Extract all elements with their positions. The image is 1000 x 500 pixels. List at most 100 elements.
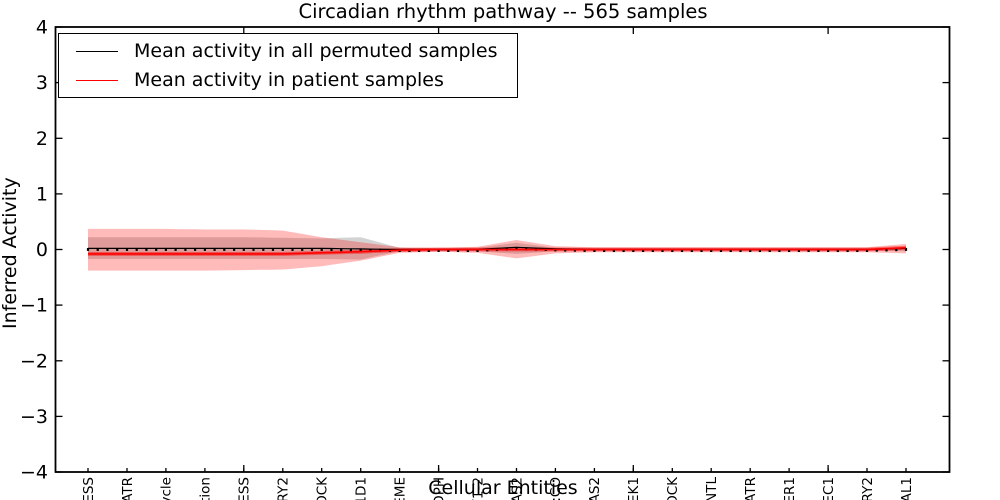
data-point-dash: [700, 249, 703, 252]
data-point-dash: [96, 248, 99, 251]
data-point-dash: [758, 249, 761, 252]
data-point-dash: [856, 249, 859, 252]
data-point-dash: [749, 249, 752, 252]
axis-ticks: [55, 26, 950, 473]
data-point-dash: [817, 249, 820, 252]
legend-label-patient: Mean activity in patient samples: [134, 69, 444, 91]
data-point-dash: [836, 249, 839, 252]
data-point-dash: [135, 248, 138, 251]
x-category-label: BMAL/CLOCK/NPAS2: [509, 477, 525, 500]
legend-entry-permuted: Mean activity in all permuted samples: [59, 37, 517, 65]
x-category-label: mol:HEME: [392, 477, 408, 500]
legend-entry-patient: Mean activity in patient samples: [59, 66, 517, 94]
y-tick-label: 4: [36, 17, 48, 39]
data-point-dash: [301, 248, 304, 251]
x-category-label: TIMELESS/CHEK1/ATR: [120, 477, 136, 500]
x-category-label: DEC1/BMAL1: [899, 477, 915, 500]
marker-dashes: [86, 246, 908, 252]
x-category-label: mol:CO: [548, 477, 564, 500]
y-tick-label: −1: [20, 295, 48, 317]
data-point-dash: [447, 249, 450, 252]
data-point-dash: [437, 249, 440, 252]
data-point-dash: [603, 249, 606, 252]
data-point-dash: [320, 248, 323, 251]
y-tick-labels: 4 3 2 1 0 −1 −2 −3 −4: [20, 17, 48, 484]
data-point-dash: [846, 249, 849, 252]
data-point-dash: [865, 249, 869, 252]
data-point-dash: [125, 248, 129, 251]
x-category-label: PER1-2 / CRY1-2: [470, 477, 486, 500]
legend-box: Mean activity in all permuted samples Me…: [58, 33, 518, 98]
y-tick-label: 0: [36, 239, 48, 261]
data-point-dash: [456, 249, 460, 252]
y-tick-label: −3: [20, 406, 48, 428]
x-category-label: mol:NADPH: [431, 477, 447, 500]
x-category-label: chromatin modification: [198, 477, 214, 500]
data-point-dash: [359, 248, 362, 252]
data-point-dash: [739, 249, 742, 252]
chart-title: Circadian rhythm pathway -- 565 samples: [298, 0, 708, 23]
data-point-dash: [155, 248, 158, 251]
x-category-label: CLOCK: [665, 476, 681, 500]
data-point-dash: [690, 249, 693, 252]
permuted-line-swatch: [76, 50, 118, 52]
data-point-dash: [271, 248, 275, 251]
x-category-label: DEC1: [821, 477, 837, 500]
data-point-dash: [895, 248, 898, 252]
data-point-dash: [680, 249, 684, 252]
x-category-label: NPAS2: [587, 477, 603, 500]
data-point-dash: [807, 249, 810, 252]
data-point-dash: [651, 249, 654, 252]
data-point-dash: [291, 248, 294, 251]
data-point-dash: [661, 249, 664, 252]
data-point-dash: [213, 248, 216, 251]
data-point-dash: [466, 249, 469, 252]
data-point-dash: [427, 249, 430, 252]
data-point-dash: [719, 249, 723, 252]
data-point-dash: [262, 248, 265, 251]
data-point-dash: [369, 248, 372, 252]
x-category-label: CRY2: [860, 477, 876, 500]
data-point-dash: [583, 249, 586, 252]
data-point-dash: [145, 248, 148, 251]
x-category-label: CHEK1: [626, 477, 642, 500]
x-category-label: NR1D1: [354, 477, 370, 500]
data-point-dash: [797, 249, 800, 252]
data-point-dash: [612, 249, 615, 252]
x-category-label: BMAL1/CLOCK: [315, 476, 331, 500]
data-point-dash: [729, 249, 732, 252]
data-point-dash: [778, 249, 781, 252]
x-category-labels: TIMELESS TIMELESS/CHEK1/ATR S phase of mit…: [81, 476, 915, 500]
y-tick-label: 3: [36, 72, 48, 94]
legend-label-permuted: Mean activity in all permuted samples: [134, 40, 498, 62]
x-category-label: TIMELESS: [81, 477, 97, 500]
data-point-dash: [194, 248, 197, 251]
data-point-dash: [203, 248, 206, 251]
x-category-label: PER1: [782, 477, 798, 500]
data-point-dash: [875, 248, 878, 252]
data-point-dash: [593, 249, 596, 252]
data-point-dash: [710, 249, 713, 252]
x-category-label: TIMELESS/CRY2: [276, 477, 292, 500]
data-point-dash: [349, 248, 352, 252]
data-point-dash: [281, 248, 284, 251]
patient-line-swatch: [76, 79, 118, 81]
data-point-dash: [632, 249, 635, 252]
data-point-dash: [642, 249, 645, 252]
data-point-dash: [242, 248, 245, 251]
x-category-label: ARNTL: [704, 477, 720, 500]
y-tick-label: −2: [20, 350, 48, 372]
data-point-dash: [164, 248, 167, 251]
x-category-label: S phase of mitotic cell cycle: [159, 477, 175, 500]
x-category-label: PER1/TIMELESS: [237, 477, 253, 500]
y-tick-label: 2: [36, 128, 48, 150]
patient-mean-line: [88, 247, 907, 255]
data-point-dash: [174, 248, 177, 251]
data-point-dash: [86, 248, 90, 251]
data-point-dash: [885, 248, 888, 252]
data-point-dash: [252, 248, 255, 251]
data-point-dash: [223, 248, 226, 251]
data-point-dash: [515, 246, 518, 250]
